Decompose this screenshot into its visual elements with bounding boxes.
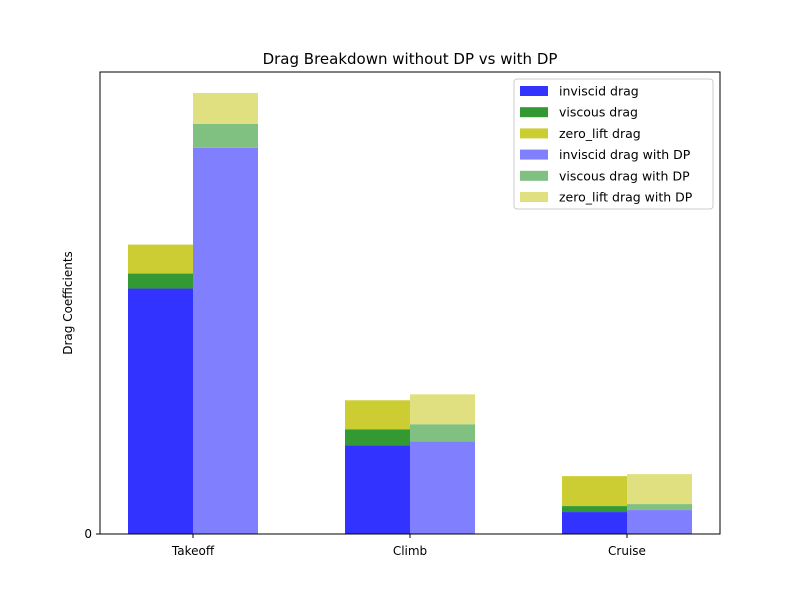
bar-takeoff-zero-lift-drag-with-dp: [193, 92, 258, 124]
bar-takeoff-zero-lift-drag: [128, 244, 193, 274]
legend-swatch: [520, 128, 548, 139]
legend-label: inviscid drag with DP: [559, 147, 691, 162]
y-tick-label: 0: [84, 527, 92, 541]
x-tick-label: Climb: [393, 544, 427, 558]
bar-cruise-zero-lift-drag: [562, 476, 627, 507]
bar-cruise-viscous-drag: [562, 506, 627, 513]
y-axis-label: Drag Coefficients: [61, 251, 75, 355]
legend-swatch: [520, 192, 548, 202]
bar-climb-zero-lift-drag-with-dp: [410, 394, 475, 425]
legend-label: viscous drag with DP: [559, 168, 690, 183]
bar-climb-viscous-drag: [345, 429, 410, 446]
bar-takeoff-inviscid-drag: [128, 288, 193, 534]
legend-swatch: [520, 107, 548, 118]
x-tick-label: Takeoff: [171, 544, 215, 558]
legend-label: zero_lift drag: [559, 126, 641, 141]
x-axis-ticks: Takeoff Climb Cruise: [171, 534, 646, 558]
legend-label: viscous drag: [559, 105, 638, 120]
bar-climb-zero-lift-drag: [345, 400, 410, 430]
bar-takeoff-inviscid-drag-with-dp: [193, 147, 258, 534]
legend-swatch: [520, 170, 548, 181]
bar-climb-inviscid-drag-with-dp: [410, 441, 475, 534]
bar-cruise-viscous-drag-with-dp: [627, 504, 692, 511]
bar-cruise-zero-lift-drag-with-dp: [627, 474, 692, 505]
bars-layer: [128, 92, 692, 534]
legend-swatch: [520, 149, 548, 160]
legend-box: [513, 78, 714, 210]
bar-climb-inviscid-drag: [345, 445, 410, 534]
y-axis-ticks: 0: [84, 527, 100, 541]
legend-swatch: [520, 86, 548, 96]
x-tick-label: Cruise: [608, 544, 646, 558]
bar-takeoff-viscous-drag: [128, 273, 193, 289]
chart-title: Drag Breakdown without DP vs with DP: [263, 50, 558, 68]
legend-label: zero_lift drag with DP: [559, 190, 693, 205]
bar-climb-viscous-drag-with-dp: [410, 424, 475, 442]
bar-takeoff-viscous-drag-with-dp: [193, 123, 258, 148]
legend-label: inviscid drag: [559, 84, 639, 99]
legend: inviscid drag viscous drag zero_lift drag i…: [513, 78, 714, 210]
bar-cruise-inviscid-drag: [562, 512, 627, 534]
bar-cruise-inviscid-drag-with-dp: [627, 510, 692, 534]
